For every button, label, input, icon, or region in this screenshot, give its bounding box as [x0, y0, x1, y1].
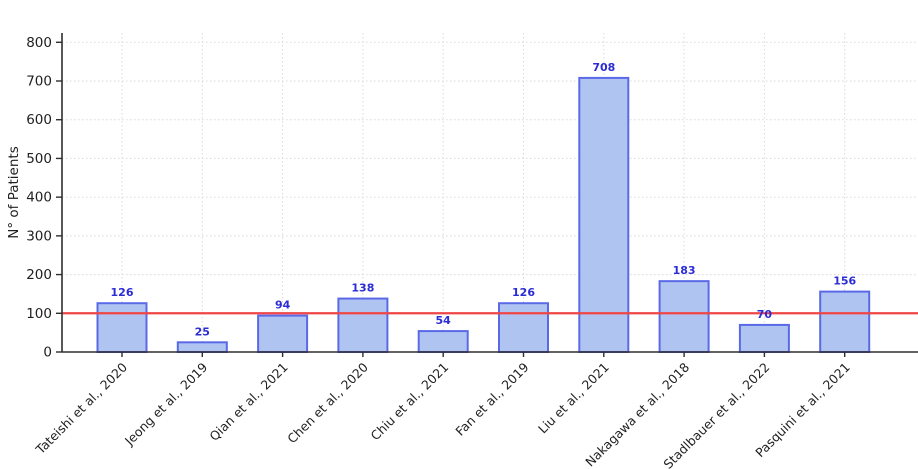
bar-value-label: 70	[757, 308, 773, 321]
bar-value-label: 126	[512, 286, 535, 299]
y-tick-label: 400	[26, 190, 52, 206]
y-tick-label: 800	[26, 35, 52, 51]
bar	[738, 323, 790, 353]
bar	[498, 302, 549, 354]
y-tick-label: 200	[26, 267, 52, 283]
bar	[578, 76, 630, 353]
x-tick-label: Qian et al., 2021	[206, 360, 290, 444]
bar-value-label: 183	[673, 264, 696, 277]
bar-value-label: 126	[111, 286, 134, 299]
x-tick-label: Fan et al., 2019	[452, 359, 531, 438]
y-tick-label: 700	[26, 74, 52, 90]
y-tick-label: 600	[26, 112, 52, 128]
bar-value-label: 156	[833, 275, 856, 288]
bar	[337, 297, 389, 354]
y-axis-label: N° of Patients	[6, 146, 22, 238]
bar	[658, 280, 710, 353]
bar	[257, 314, 309, 353]
bar	[819, 290, 871, 353]
bar	[96, 302, 148, 354]
bar	[176, 341, 228, 353]
bar-value-label: 25	[195, 325, 210, 338]
x-tick-label: Chiu et al., 2021	[368, 360, 452, 444]
x-tick-label: Liu et al., 2021	[535, 360, 612, 437]
x-tick-label: Jeong et al., 2019	[121, 359, 210, 448]
y-tick-label: 100	[26, 306, 52, 322]
y-tick-label: 500	[26, 151, 52, 167]
y-tick-label: 300	[26, 228, 52, 244]
x-tick-label: Tateishi et al., 2020	[32, 359, 130, 457]
x-tick-label: Chen et al., 2020	[284, 359, 371, 446]
bar-value-label: 138	[351, 282, 374, 295]
bar-value-label: 708	[592, 61, 615, 74]
y-tick-label: 0	[43, 345, 52, 361]
bar-value-label: 54	[436, 314, 452, 327]
bar-value-label: 94	[275, 299, 291, 312]
bar	[417, 330, 469, 354]
